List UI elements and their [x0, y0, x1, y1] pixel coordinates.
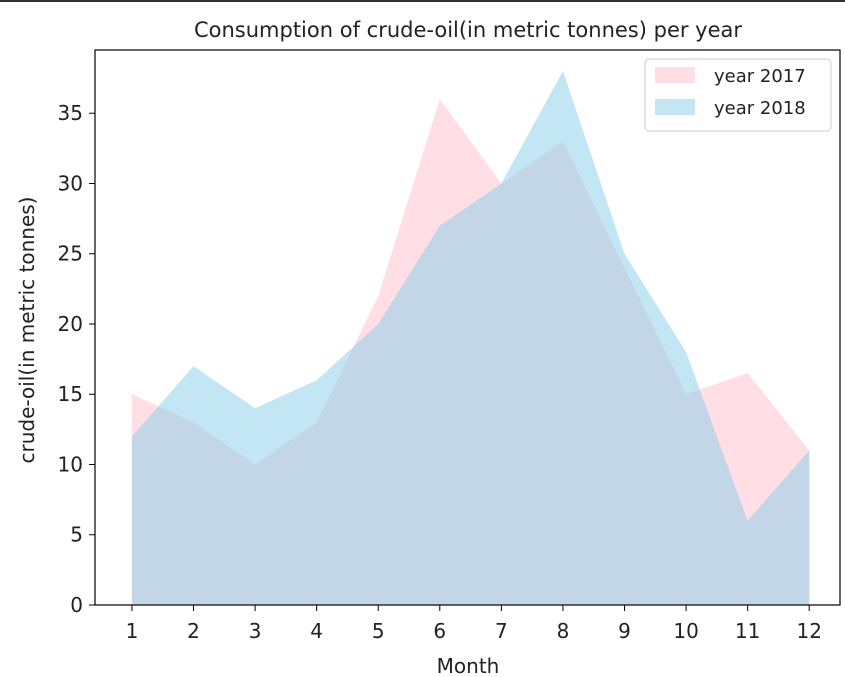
y-axis-label: crude-oil(in metric tonnes)	[15, 197, 39, 464]
legend-swatch-series-1	[655, 67, 695, 83]
y-tick-label: 35	[58, 101, 83, 125]
x-axis-label: Month	[437, 654, 500, 677]
legend-swatch-series-2	[655, 99, 695, 115]
y-tick-label: 20	[58, 312, 83, 336]
legend: year 2017 year 2018	[644, 58, 832, 132]
y-axis-ticks: 0 5 10 15 20 25 30 35	[58, 101, 95, 617]
y-tick-label: 30	[58, 171, 83, 195]
area-series-2	[131, 71, 810, 606]
x-tick-label: 3	[249, 619, 262, 643]
window-top-border	[0, 0, 845, 2]
legend-label-series-1: year 2017	[714, 66, 806, 87]
x-tick-label: 8	[557, 619, 570, 643]
x-tick-label: 9	[618, 619, 631, 643]
y-tick-label: 25	[58, 242, 83, 266]
x-tick-label: 7	[495, 619, 508, 643]
legend-label-series-2: year 2018	[714, 98, 806, 119]
x-tick-label: 1	[126, 619, 139, 643]
y-tick-label: 0	[70, 593, 83, 617]
plot-frame	[94, 49, 841, 606]
x-axis-ticks: 1 2 3 4 5 6 7 8 9 10 11 12	[126, 605, 822, 643]
x-tick-label: 2	[187, 619, 200, 643]
y-tick-label: 15	[58, 382, 83, 406]
x-tick-label: 4	[310, 619, 323, 643]
x-tick-label: 10	[673, 619, 698, 643]
x-tick-label: 11	[735, 619, 760, 643]
series-areas	[131, 71, 810, 606]
y-tick-label: 5	[70, 523, 83, 547]
y-tick-label: 10	[58, 452, 83, 476]
x-tick-label: 6	[433, 619, 446, 643]
x-tick-label: 5	[372, 619, 385, 643]
x-tick-label: 12	[796, 619, 821, 643]
chart-title: Consumption of crude-oil(in metric tonne…	[194, 18, 742, 42]
